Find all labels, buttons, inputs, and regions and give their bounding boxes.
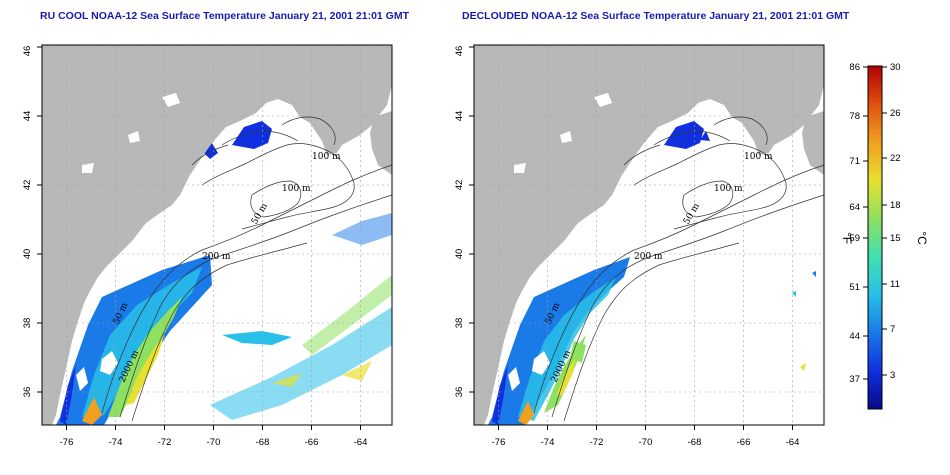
colorbar-f-label: 37	[849, 374, 860, 385]
left-y-tick: 44	[22, 111, 33, 122]
left-sst-data	[56, 121, 392, 425]
colorbar-c-label: 22	[890, 153, 901, 164]
left-y-tick-labels: 36 38 40 42 44 46	[22, 46, 33, 398]
colorbar-ticks	[863, 66, 887, 380]
right-y-tick: 46	[454, 46, 465, 57]
colorbar-c-label: 7	[890, 324, 895, 335]
colorbar-celsius-labels: 30 26 22 18 15 11 7 3	[890, 62, 901, 381]
left-y-tick: 40	[22, 249, 33, 260]
right-y-tick: 44	[454, 111, 465, 122]
colorbar-f-label: 78	[849, 111, 860, 122]
colorbar: 86 78 71 64 59 51 44 37 30 26 22 18 15 1…	[840, 62, 929, 410]
left-map-frame	[41, 44, 393, 426]
left-y-tick: 36	[22, 387, 33, 398]
right-y-tick: 42	[454, 180, 465, 191]
colorbar-c-label: 18	[890, 200, 901, 211]
colorbar-c-label: 15	[890, 233, 901, 244]
right-contour-label-200m: 200 m	[634, 252, 663, 262]
right-y-tick: 36	[454, 387, 465, 398]
colorbar-c-label: 30	[890, 62, 901, 73]
right-x-tick: -70	[639, 437, 653, 448]
left-x-tick: -64	[354, 437, 368, 448]
colorbar-f-label: 51	[849, 282, 860, 293]
colorbar-f-label: 64	[849, 202, 860, 213]
colorbar-f-label: 86	[849, 62, 860, 73]
left-x-tick: -74	[109, 437, 123, 448]
right-y-tick: 38	[454, 318, 465, 329]
right-map-title: DECLOUDED NOAA-12 Sea Surface Temperatur…	[462, 10, 850, 22]
right-x-tick: -68	[688, 437, 702, 448]
left-x-tick: -70	[207, 437, 221, 448]
colorbar-gradient	[867, 65, 883, 410]
right-x-tick: -74	[541, 437, 555, 448]
right-map-panel: 100 m 100 m 50 m 200 m 50 m 2000 m -76 -…	[454, 44, 825, 448]
colorbar-c-label: 3	[890, 370, 895, 381]
colorbar-f-label: 71	[849, 156, 860, 167]
left-map-title: RU COOL NOAA-12 Sea Surface Temperature …	[40, 10, 410, 22]
colorbar-f-label: 59	[849, 233, 860, 244]
right-y-tick-labels: 36 38 40 42 44 46	[454, 46, 465, 398]
colorbar-fahrenheit-unit: °F	[840, 232, 854, 244]
right-x-tick: -64	[786, 437, 800, 448]
colorbar-c-label: 26	[890, 108, 901, 119]
right-contour-label-100m-a: 100 m	[744, 152, 773, 162]
left-contour-label-100m-a: 100 m	[312, 152, 341, 162]
left-axis-ticks	[37, 46, 361, 430]
left-contour-label-100m-b: 100 m	[282, 184, 311, 194]
right-y-tick: 40	[454, 249, 465, 260]
right-x-tick-labels: -76 -74 -72 -70 -68 -66 -64	[492, 437, 800, 448]
right-contour-label-100m-b: 100 m	[714, 184, 743, 194]
left-contour-label-200m: 200 m	[202, 252, 231, 262]
right-axis-ticks	[469, 46, 793, 430]
right-x-tick: -72	[590, 437, 604, 448]
colorbar-c-label: 11	[890, 279, 900, 290]
left-map-panel: 100 m 100 m 50 m 200 m 50 m 2000 m -76 -…	[22, 44, 393, 448]
left-y-tick: 38	[22, 318, 33, 329]
right-x-tick: -76	[492, 437, 506, 448]
left-x-tick: -66	[305, 437, 319, 448]
right-map-frame	[473, 44, 825, 426]
left-x-tick: -72	[158, 437, 172, 448]
left-x-tick: -76	[60, 437, 74, 448]
left-x-tick: -68	[256, 437, 270, 448]
left-y-tick: 42	[22, 180, 33, 191]
colorbar-celsius-unit: °C	[915, 231, 929, 245]
right-x-tick: -66	[737, 437, 751, 448]
left-y-tick: 46	[22, 46, 33, 57]
colorbar-f-label: 44	[849, 331, 860, 342]
colorbar-fahrenheit-labels: 86 78 71 64 59 51 44 37	[849, 62, 860, 385]
left-x-tick-labels: -76 -74 -72 -70 -68 -66 -64	[60, 437, 368, 448]
